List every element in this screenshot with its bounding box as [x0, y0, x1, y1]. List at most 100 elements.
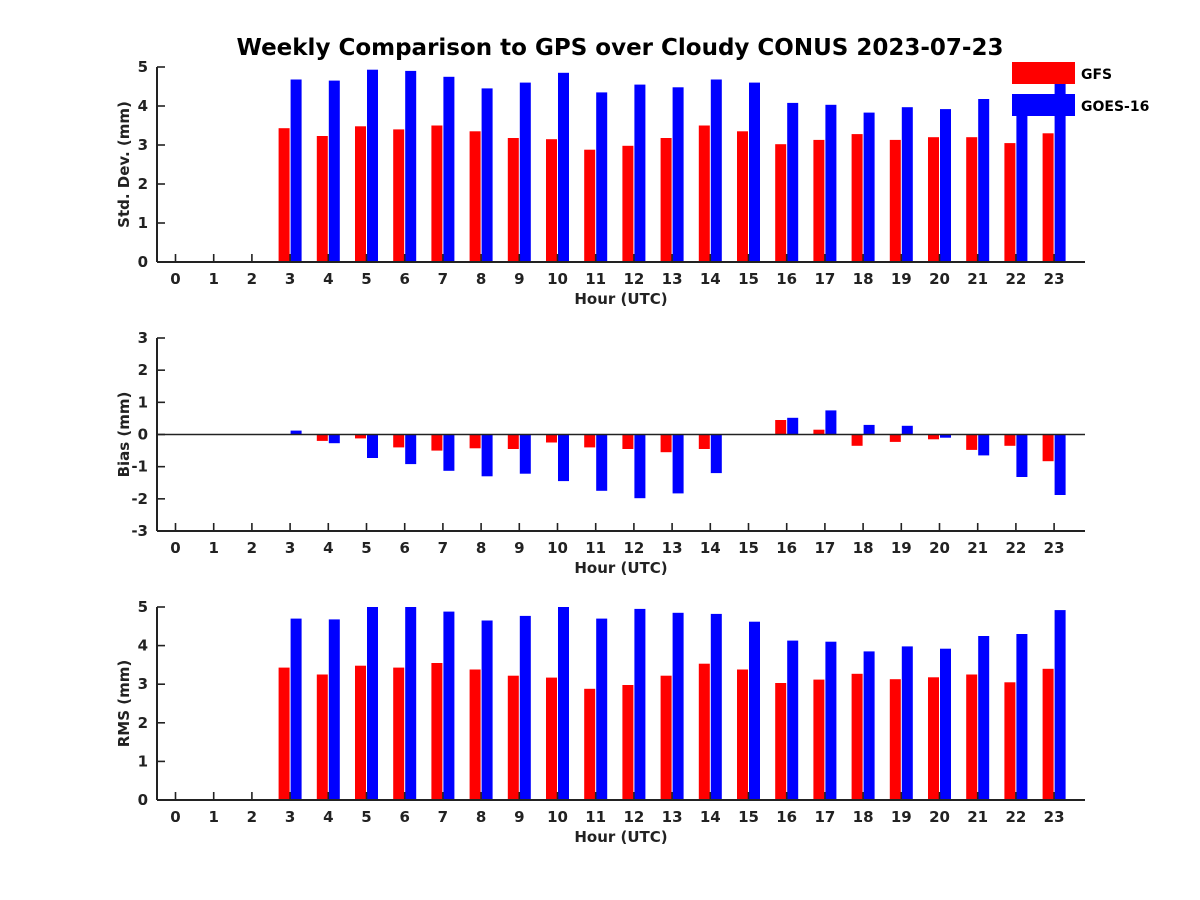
bar — [825, 410, 837, 435]
legend: GFS GOES-16 — [1012, 62, 1149, 116]
bar — [889, 139, 901, 262]
x-axis-label: Hour (UTC) — [574, 559, 667, 577]
x-tick-label: 14 — [700, 808, 721, 826]
bar — [558, 434, 569, 482]
legend-label: GFS — [1081, 67, 1112, 83]
x-tick-label: 19 — [891, 270, 912, 288]
bar — [367, 607, 378, 800]
bar — [596, 618, 608, 800]
x-tick-label: 1 — [208, 539, 218, 557]
y-tick-label: 2 — [138, 175, 148, 193]
x-tick-label: 11 — [585, 270, 606, 288]
x-tick-label: 9 — [514, 270, 524, 288]
bar — [1004, 682, 1016, 800]
x-tick-label: 9 — [514, 539, 524, 557]
bar — [1016, 102, 1028, 263]
bar — [469, 669, 481, 800]
bar — [813, 429, 825, 435]
bar — [710, 434, 722, 474]
bar — [787, 640, 799, 800]
x-tick-label: 15 — [738, 808, 759, 826]
bar — [469, 434, 481, 449]
bar — [737, 669, 748, 800]
x-tick-label: 5 — [361, 808, 371, 826]
bar — [1054, 83, 1066, 263]
bar — [278, 667, 290, 800]
bar — [431, 663, 443, 800]
bar — [940, 434, 951, 438]
bar — [584, 434, 596, 448]
bar — [481, 434, 493, 477]
bar — [672, 612, 684, 800]
x-tick-label: 6 — [399, 808, 409, 826]
bar — [660, 675, 672, 800]
x-tick-label: 0 — [170, 270, 180, 288]
bar — [825, 104, 837, 262]
x-tick-label: 3 — [285, 539, 295, 557]
y-tick-label: 1 — [138, 214, 148, 232]
bar — [737, 131, 748, 262]
bar — [558, 607, 569, 800]
x-tick-label: 11 — [585, 808, 606, 826]
bar — [393, 434, 405, 448]
bar — [1054, 610, 1066, 800]
bar — [290, 79, 302, 262]
x-tick-label: 17 — [814, 539, 835, 557]
x-tick-label: 15 — [738, 270, 759, 288]
x-tick-label: 11 — [585, 539, 606, 557]
bar — [634, 84, 646, 262]
x-tick-label: 2 — [247, 270, 257, 288]
y-tick-label: 1 — [138, 393, 148, 411]
bar — [355, 434, 366, 439]
bar — [546, 139, 557, 262]
bar — [622, 685, 634, 800]
bar — [672, 87, 684, 262]
bar — [863, 112, 875, 262]
bar — [710, 79, 722, 262]
bar — [660, 434, 672, 453]
y-tick-label: 3 — [138, 675, 148, 693]
bar — [290, 430, 302, 435]
x-tick-label: 1 — [208, 270, 218, 288]
bar — [775, 144, 787, 262]
x-tick-label: 19 — [891, 808, 912, 826]
x-tick-label: 18 — [853, 270, 874, 288]
y-axis-label: RMS (mm) — [115, 660, 133, 747]
x-tick-label: 4 — [323, 808, 333, 826]
x-tick-label: 3 — [285, 270, 295, 288]
bar — [966, 434, 978, 450]
bar — [889, 434, 901, 442]
bar — [443, 434, 455, 471]
bar — [405, 70, 417, 263]
bar — [863, 651, 875, 800]
bar — [889, 679, 901, 800]
bar — [813, 679, 825, 800]
x-tick-label: 5 — [361, 270, 371, 288]
y-tick-label: -2 — [131, 490, 148, 508]
bar — [1054, 434, 1066, 495]
bar — [519, 82, 531, 262]
bar — [519, 615, 531, 800]
bar — [940, 109, 951, 262]
bar — [698, 434, 710, 449]
series-gfs — [278, 125, 1054, 262]
x-tick-label: 7 — [438, 808, 448, 826]
y-tick-label: 2 — [138, 714, 148, 732]
bar — [1016, 434, 1028, 477]
bar — [316, 136, 328, 262]
y-tick-label: 4 — [138, 97, 148, 115]
x-tick-label: 12 — [623, 808, 644, 826]
x-tick-label: 14 — [700, 270, 721, 288]
bar — [813, 139, 825, 262]
bar — [698, 125, 710, 262]
legend-swatch — [1012, 62, 1075, 84]
y-tick-label: -3 — [131, 522, 148, 540]
x-tick-label: 19 — [891, 539, 912, 557]
bar — [393, 667, 405, 800]
x-tick-label: 20 — [929, 808, 950, 826]
x-tick-label: 17 — [814, 270, 835, 288]
bar — [787, 102, 799, 263]
